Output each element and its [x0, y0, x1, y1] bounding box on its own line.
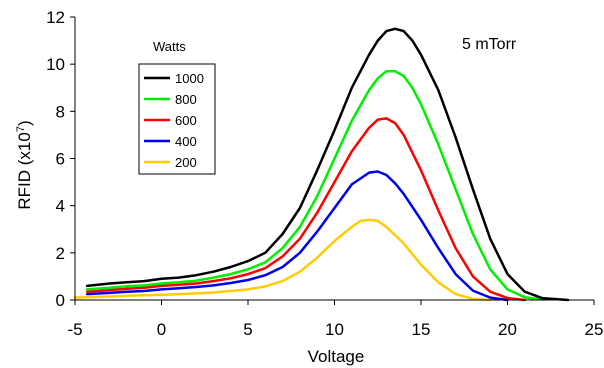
x-tick-label: -5 [67, 320, 82, 339]
legend-box [138, 63, 216, 175]
series-line-1000 [85, 27, 570, 302]
y-tick-label: 0 [56, 291, 65, 310]
x-tick-label: 10 [325, 320, 344, 339]
x-tick-label: 15 [412, 320, 431, 339]
series-line-600 [85, 117, 527, 302]
legend: 1000 800 600 400 200 [138, 63, 216, 175]
legend-items: 1000 800 600 400 200 [144, 71, 204, 170]
series-line-200 [73, 218, 492, 302]
series-line-400 [85, 170, 509, 302]
series-line-800 [85, 69, 544, 301]
y-tick-label: 4 [56, 197, 65, 216]
x-tick-label: 5 [243, 320, 252, 339]
legend-label-1000: 1000 [175, 71, 204, 86]
legend-label-800: 800 [175, 92, 197, 107]
y-tick-label: 2 [56, 244, 65, 263]
plot-lines [73, 27, 570, 302]
axes [70, 16, 595, 305]
y-tick-label: 8 [56, 102, 65, 121]
y-tick-label: 6 [56, 150, 65, 169]
y-axis-title-main: RFID (x10 [15, 132, 34, 209]
y-axis-title-close: ) [15, 120, 34, 126]
legend-label-200: 200 [175, 155, 197, 170]
y-axis-title: RFID (x107) [15, 120, 34, 209]
y-tick-label: 10 [46, 55, 65, 74]
y-tick-label: 12 [46, 8, 65, 27]
legend-label-400: 400 [175, 134, 197, 149]
y-axis-title-exponent: 7 [15, 126, 27, 132]
svg-text:RFID (x107): RFID (x107) [15, 120, 34, 209]
x-tick-label: 25 [585, 320, 604, 339]
x-axis-title: Voltage [308, 347, 365, 366]
x-tick-label: 20 [498, 320, 517, 339]
pressure-annotation: 5 mTorr [462, 36, 517, 53]
legend-label-600: 600 [175, 113, 197, 128]
legend-title: Watts [153, 39, 186, 54]
x-tick-label: 0 [157, 320, 166, 339]
